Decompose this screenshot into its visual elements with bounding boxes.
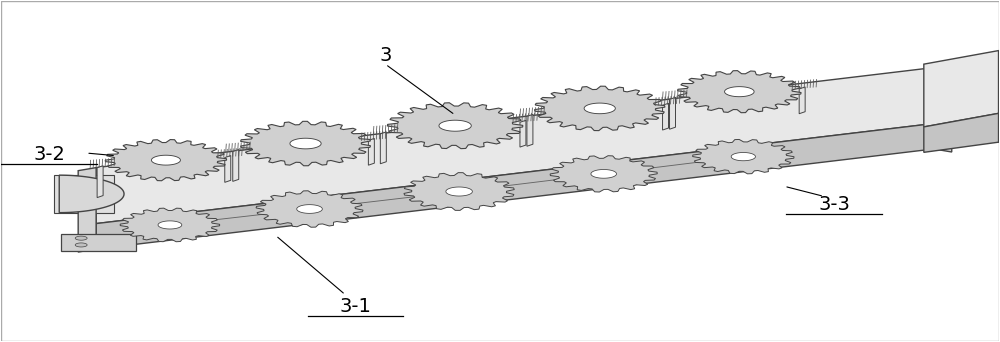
Polygon shape <box>584 103 615 114</box>
Polygon shape <box>387 103 523 149</box>
Polygon shape <box>368 139 374 165</box>
Polygon shape <box>693 140 794 174</box>
Polygon shape <box>725 87 754 97</box>
Text: 3-2: 3-2 <box>33 145 65 163</box>
Polygon shape <box>934 67 952 152</box>
Polygon shape <box>550 156 657 192</box>
Polygon shape <box>731 153 755 161</box>
Text: 3-1: 3-1 <box>339 297 371 316</box>
Polygon shape <box>105 140 227 181</box>
Polygon shape <box>527 114 533 146</box>
Polygon shape <box>439 120 471 131</box>
Text: 3-3: 3-3 <box>818 195 850 214</box>
Polygon shape <box>446 187 472 196</box>
Polygon shape <box>97 166 103 198</box>
Polygon shape <box>297 205 322 213</box>
Polygon shape <box>799 87 805 114</box>
Polygon shape <box>151 155 180 165</box>
Polygon shape <box>256 191 363 227</box>
Polygon shape <box>241 121 371 166</box>
Polygon shape <box>225 156 231 182</box>
Polygon shape <box>158 221 182 229</box>
Polygon shape <box>75 243 87 247</box>
Polygon shape <box>290 138 321 149</box>
Polygon shape <box>534 86 665 131</box>
Polygon shape <box>924 113 999 152</box>
Polygon shape <box>663 103 669 130</box>
Text: 3: 3 <box>379 46 392 65</box>
Polygon shape <box>54 175 114 213</box>
Polygon shape <box>380 132 386 164</box>
Polygon shape <box>999 51 1000 145</box>
Polygon shape <box>924 51 999 127</box>
Polygon shape <box>404 173 514 210</box>
Polygon shape <box>670 97 676 129</box>
Polygon shape <box>96 123 934 249</box>
Polygon shape <box>591 170 617 178</box>
Polygon shape <box>61 234 136 251</box>
Polygon shape <box>520 120 526 147</box>
Polygon shape <box>96 67 934 224</box>
Polygon shape <box>59 175 124 213</box>
Polygon shape <box>78 168 96 252</box>
Polygon shape <box>75 236 87 240</box>
Polygon shape <box>120 208 220 242</box>
Polygon shape <box>233 149 239 181</box>
Polygon shape <box>678 71 801 113</box>
